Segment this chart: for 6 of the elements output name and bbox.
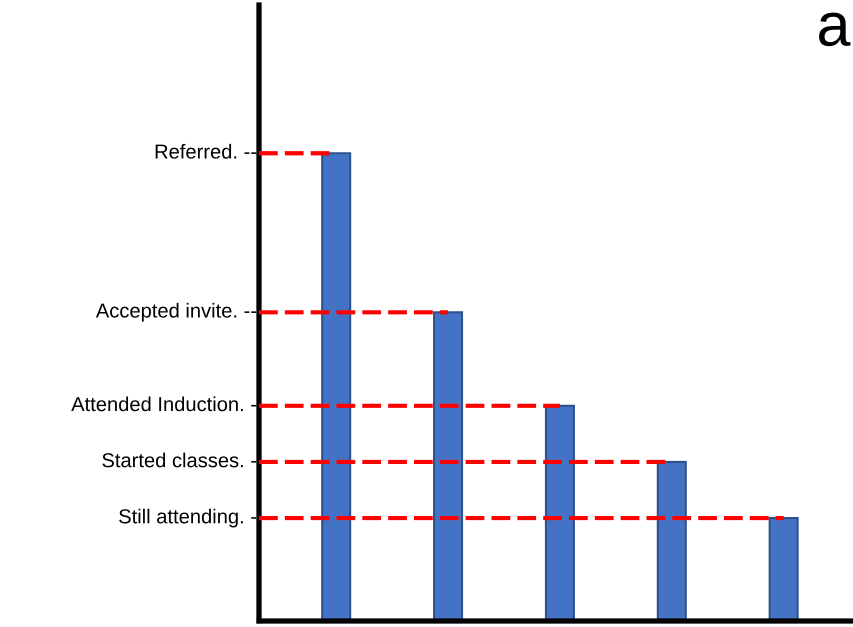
ref-line-label: Still attending. - [119,508,256,528]
ref-line-label: Started classes. - [102,452,256,468]
ref-line-label: Attended Induction. - [71,396,256,412]
ref-line-label: Referred. -- [156,144,256,159]
chart-title: a [819,12,850,46]
ref-line-label: Accepted invite. -- [96,302,256,322]
